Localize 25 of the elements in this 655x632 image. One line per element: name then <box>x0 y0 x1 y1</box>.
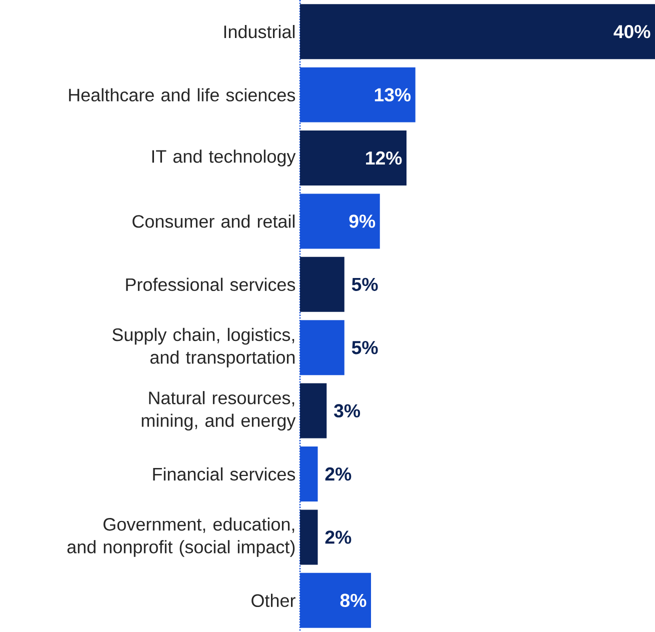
y-tick-label: Government, education, and nonprofit (social impact) <box>67 517 295 557</box>
data-label: 12% <box>366 151 402 165</box>
y-tick-label: Industrial <box>224 24 295 38</box>
bar <box>300 383 327 438</box>
bar <box>300 130 407 186</box>
data-label: 5% <box>352 278 378 291</box>
y-tick-label: Other <box>252 594 296 608</box>
data-label: 9% <box>349 214 376 228</box>
bar <box>300 4 655 60</box>
y-tick-label: Supply chain, logistics, and transportation <box>112 328 295 368</box>
y-tick-label: Consumer and retail <box>132 214 294 228</box>
bar <box>300 510 318 565</box>
data-label: 13% <box>374 88 411 102</box>
y-tick-label: Financial services <box>153 467 296 481</box>
bar <box>300 256 344 312</box>
data-label: 5% <box>352 341 378 354</box>
y-tick-label: Professional services <box>126 278 296 292</box>
data-label: 3% <box>334 404 360 418</box>
y-tick-label: Healthcare and life sciences <box>69 88 296 102</box>
data-label: 2% <box>325 530 352 544</box>
y-tick-label: Natural resources, mining, and energy <box>142 391 296 431</box>
data-label: 2% <box>325 467 352 481</box>
data-label: 40% <box>614 24 650 38</box>
y-tick-label: IT and technology <box>152 150 296 166</box>
data-label: 8% <box>340 594 366 608</box>
